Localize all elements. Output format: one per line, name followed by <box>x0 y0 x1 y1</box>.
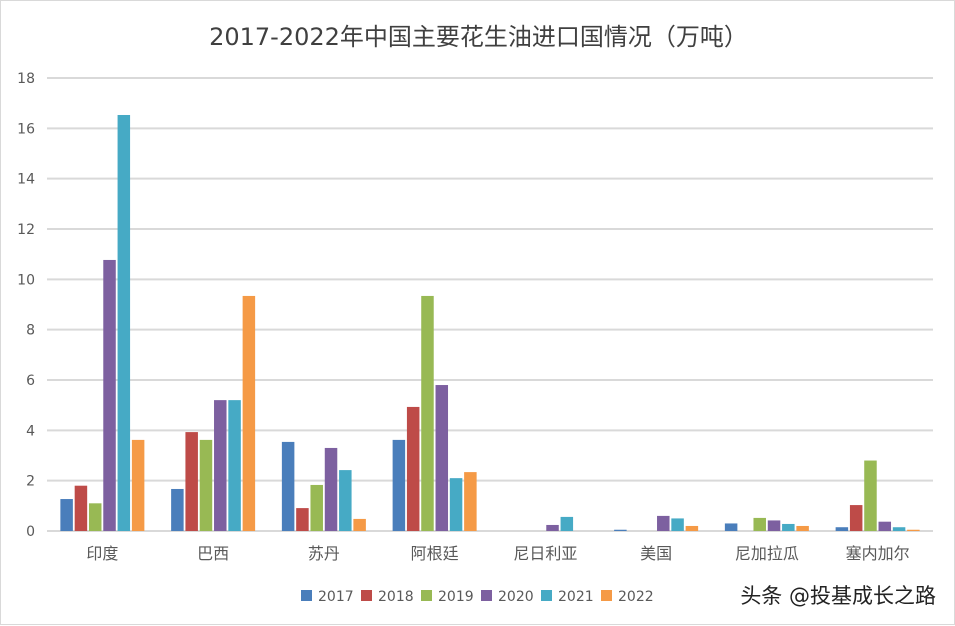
bar-2017-2 <box>281 441 295 531</box>
legend-label: 2021 <box>558 589 594 605</box>
bar-2020-1 <box>214 400 227 531</box>
bar-2022-2 <box>353 518 366 531</box>
bar-2020-5 <box>657 515 670 531</box>
bar-2021-3 <box>449 478 463 531</box>
bar-2021-4 <box>560 516 574 531</box>
y-tick-label: 16 <box>17 121 35 137</box>
y-tick-label: 10 <box>17 272 35 288</box>
bar-2020-6 <box>767 520 781 531</box>
y-tick-label: 18 <box>17 71 35 87</box>
legend-swatch-2018 <box>361 590 372 601</box>
bar-2021-6 <box>782 523 795 531</box>
legend-label: 2017 <box>318 589 354 605</box>
bar-2017-3 <box>392 439 406 531</box>
x-tick-label: 阿根廷 <box>411 544 459 563</box>
x-tick-label: 巴西 <box>197 544 229 563</box>
bar-2022-6 <box>796 525 809 531</box>
legend-swatch-2019 <box>421 590 432 601</box>
bar-2018-7 <box>849 505 863 531</box>
bar-2020-3 <box>435 385 449 531</box>
bar-2022-3 <box>464 472 477 531</box>
bar-2017-5 <box>614 529 627 531</box>
y-tick-label: 6 <box>26 373 35 389</box>
y-tick-label: 4 <box>26 423 35 439</box>
bar-2019-7 <box>864 460 877 531</box>
y-tick-label: 0 <box>26 524 35 540</box>
bar-2021-1 <box>228 400 241 531</box>
x-tick-label: 塞内加尔 <box>846 544 910 563</box>
bar-2020-2 <box>324 447 338 531</box>
bar-2022-5 <box>685 525 699 531</box>
legend-label: 2018 <box>378 589 414 605</box>
bar-2020-0 <box>103 259 116 531</box>
bar-2021-2 <box>339 470 352 531</box>
y-tick-label: 8 <box>26 323 35 339</box>
bar-2019-2 <box>310 484 323 531</box>
bar-2018-2 <box>296 508 309 531</box>
y-tick-label: 14 <box>17 172 35 188</box>
bar-2017-7 <box>835 527 849 531</box>
bar-2019-1 <box>199 439 213 531</box>
bar-2022-7 <box>907 529 920 531</box>
legend-label: 2020 <box>498 589 534 605</box>
x-tick-label: 苏丹 <box>308 544 340 563</box>
bar-2018-0 <box>74 485 88 531</box>
bar-2022-0 <box>131 439 145 531</box>
legend-swatch-2020 <box>481 590 492 601</box>
bar-2018-1 <box>185 432 198 531</box>
bar-2017-1 <box>171 488 184 531</box>
bar-2017-0 <box>60 499 73 531</box>
bar-2017-6 <box>724 523 738 531</box>
chart-title: 2017-2022年中国主要花生油进口国情况（万吨） <box>209 23 748 51</box>
bar-2020-7 <box>878 521 892 531</box>
y-tick-label: 2 <box>26 474 35 490</box>
bar-2021-7 <box>892 527 906 531</box>
legend-swatch-2017 <box>301 590 312 601</box>
bar-2018-3 <box>406 406 420 531</box>
bar-2021-0 <box>117 114 131 532</box>
watermark: 头条 @投基成长之路 <box>740 584 936 608</box>
legend-swatch-2022 <box>601 590 612 601</box>
x-tick-label: 美国 <box>640 544 672 563</box>
bar-2022-1 <box>242 295 256 531</box>
bar-2021-5 <box>671 518 684 531</box>
bar-2019-3 <box>421 295 434 531</box>
legend-swatch-2021 <box>541 590 552 601</box>
x-tick-label: 印度 <box>86 544 118 563</box>
bar-2019-6 <box>753 517 766 531</box>
bar-2020-4 <box>546 524 559 531</box>
bar-2019-0 <box>88 503 102 531</box>
legend-label: 2019 <box>438 589 474 605</box>
x-tick-label: 尼日利亚 <box>513 544 577 563</box>
y-tick-label: 12 <box>17 222 35 238</box>
x-tick-label: 尼加拉瓜 <box>735 544 799 563</box>
legend-label: 2022 <box>618 589 654 605</box>
